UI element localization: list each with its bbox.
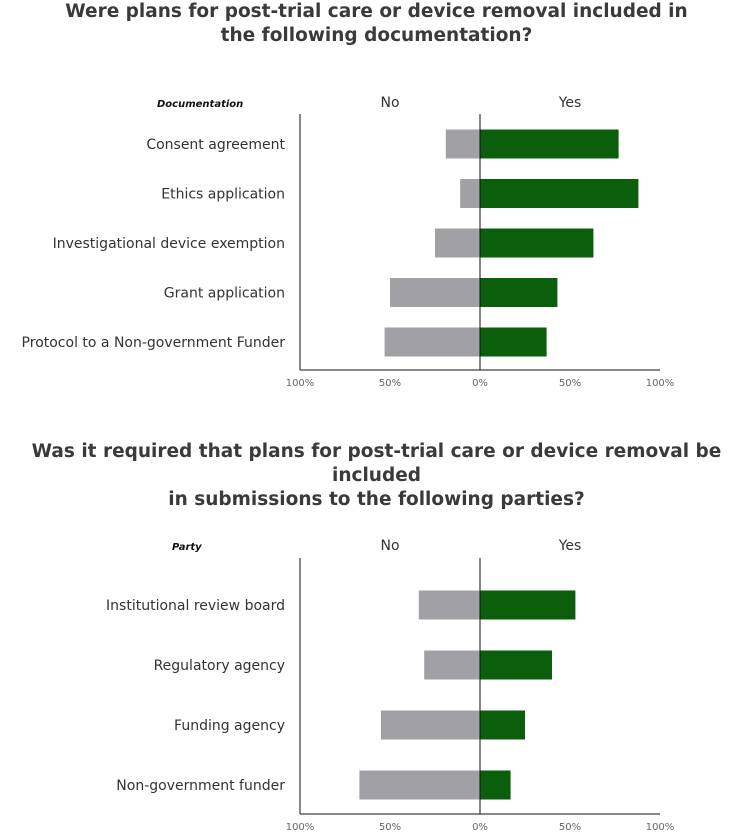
chart-2-category-label: Funding agency xyxy=(174,718,285,734)
chart-1-title: Were plans for post-trial care or device… xyxy=(0,0,753,48)
chart-1-bar-no xyxy=(435,228,480,258)
chart-1-documentation: Documentation No Yes Consent agreement Ethic… xyxy=(22,95,675,389)
chart-1-bar-yes xyxy=(480,179,639,208)
chart-2-x-tick-label: 100% xyxy=(286,822,315,833)
chart-1-title-line-1: Were plans for post-trial care or device… xyxy=(65,1,688,22)
chart-2-bar-yes xyxy=(480,590,576,620)
chart-2-category-axis-label: Party xyxy=(172,542,202,553)
chart-1-category-label: Ethics application xyxy=(161,187,285,203)
chart-2-x-tick-label: 100% xyxy=(646,822,675,833)
chart-2-bar-yes xyxy=(480,710,525,740)
chart-1-bar-yes xyxy=(480,278,558,307)
chart-2-bar-no xyxy=(418,590,480,620)
chart-2-bar-yes xyxy=(480,770,511,800)
chart-1-x-tick-label: 100% xyxy=(646,378,675,389)
chart-1-bar-yes xyxy=(480,327,547,357)
chart-1-x-tick-label: 100% xyxy=(286,378,315,389)
chart-1-category-label: Investigational device exemption xyxy=(53,236,285,252)
chart-2-side-label-no: No xyxy=(380,538,399,554)
chart-2-x-tick-label: 0% xyxy=(472,822,488,833)
chart-2-bar-no xyxy=(381,710,480,740)
chart-1-x-tick-label: 50% xyxy=(559,378,581,389)
chart-2-title-line-2: in submissions to the following parties? xyxy=(168,489,585,510)
chart-2-x-tick-label: 50% xyxy=(559,822,581,833)
chart-1-bar-no xyxy=(390,278,480,307)
chart-1-category-label: Consent agreement xyxy=(146,137,285,153)
chart-1-bar-no xyxy=(460,179,480,208)
chart-1-x-tick-label: 50% xyxy=(379,378,401,389)
chart-1-category-label: Protocol to a Non-government Funder xyxy=(22,335,286,351)
chart-2-x-tick-label: 50% xyxy=(379,822,401,833)
chart-1-title-line-2: the following documentation? xyxy=(220,25,533,46)
chart-1-bar-no xyxy=(445,129,480,159)
chart-2-category-label: Non-government funder xyxy=(116,778,285,794)
chart-1-bar-yes xyxy=(480,228,594,258)
chart-2-category-label: Institutional review board xyxy=(106,598,285,614)
chart-1-category-label: Grant application xyxy=(164,286,285,302)
chart-2-bar-no xyxy=(359,770,480,800)
chart-1-x-tick-label: 0% xyxy=(472,378,488,389)
chart-1-category-axis-label: Documentation xyxy=(157,99,243,110)
chart-1-bar-no xyxy=(384,327,480,357)
chart-1-side-label-no: No xyxy=(380,95,399,111)
chart-2-category-label: Regulatory agency xyxy=(154,658,285,674)
chart-2-title: Was it required that plans for post-tria… xyxy=(0,440,753,512)
chart-2-title-line-1: Was it required that plans for post-tria… xyxy=(31,441,722,486)
chart-1-side-label-yes: Yes xyxy=(558,95,582,111)
chart-2-bar-no xyxy=(424,650,480,680)
chart-2-side-label-yes: Yes xyxy=(558,538,582,554)
chart-1-bar-yes xyxy=(480,129,619,159)
chart-2-bar-yes xyxy=(480,650,552,680)
